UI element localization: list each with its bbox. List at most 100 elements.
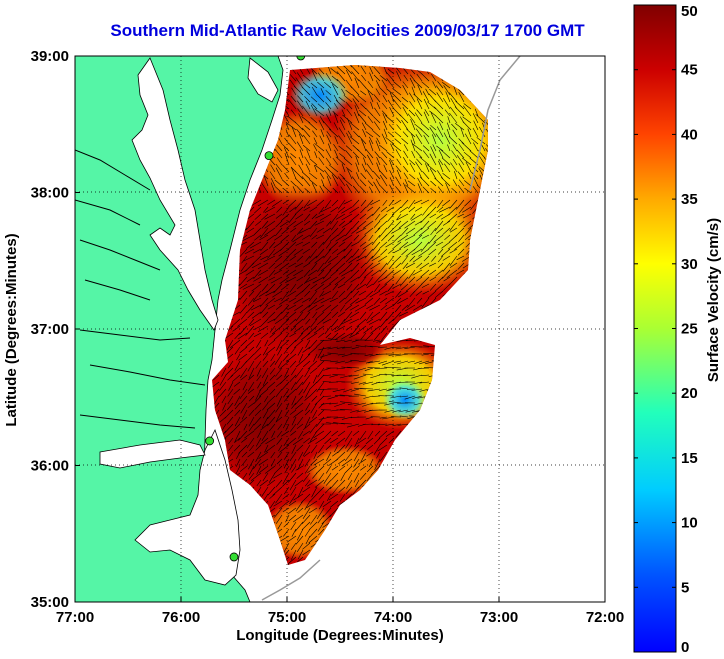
velocity-vector [408,109,416,117]
velocity-vector [333,94,339,103]
velocity-vector [407,297,416,308]
velocity-vector [364,297,374,305]
velocity-vector [409,255,416,262]
velocity-vector [393,220,402,229]
velocity-vector [277,360,283,369]
velocity-vector [301,176,311,187]
velocity-vector [328,108,332,117]
velocity-vector [312,276,325,284]
velocity-vector [421,73,430,82]
velocity-vector [297,556,304,563]
velocity-vector [267,248,276,259]
velocity-vector [297,100,304,110]
velocity-vector [310,444,318,454]
velocity-vector [304,500,311,511]
velocity-vector [255,220,262,226]
velocity-vector [302,234,311,240]
velocity-vector [297,283,304,290]
velocity-vector [318,472,325,481]
velocity-vector [305,535,311,545]
velocity-vector [392,297,402,307]
velocity-vector [371,234,381,246]
velocity-vector [435,283,444,292]
velocity-vector [339,304,346,312]
velocity-vector [268,262,276,270]
velocity-vector [351,227,360,234]
velocity-vector [389,169,395,180]
velocity-vector [227,388,234,397]
velocity-vector [259,297,269,308]
velocity-vector [417,177,423,187]
velocity-vector [281,179,290,187]
velocity-vector [360,451,367,463]
velocity-vector [325,149,332,159]
velocity-vector [354,111,360,124]
velocity-vector [239,416,248,424]
velocity-vector [335,262,346,272]
velocity-vector [462,116,472,124]
velocity-vector [448,206,458,216]
velocity-vector [346,479,353,489]
velocity-vector [330,68,339,75]
velocity-vector [393,94,402,103]
velocity-vector [288,297,297,303]
velocity-vector [314,283,325,292]
velocity-vector [240,374,248,381]
velocity-vector [323,367,332,371]
velocity-vector [336,71,346,82]
velocity-vector [304,96,311,103]
velocity-vector [349,311,360,318]
velocity-vector [264,206,276,213]
velocity-vector [262,346,269,356]
velocity-vector [288,134,297,145]
velocity-vector [289,409,297,415]
velocity-vector [359,241,367,247]
velocity-vector [297,95,304,103]
velocity-vector [287,556,297,565]
velocity-vector [440,177,451,187]
velocity-vector [212,381,220,390]
velocity-vector [379,374,388,376]
velocity-vector [284,409,290,417]
x-axis-label: Longitude (Degrees:Minutes) [236,627,444,644]
velocity-vector [338,145,346,152]
velocity-vector [338,241,346,247]
velocity-vector [267,479,276,486]
velocity-vector [413,93,423,103]
velocity-vector [298,353,304,363]
velocity-vector [358,360,367,362]
velocity-vector [434,177,444,187]
velocity-vector [366,304,374,309]
velocity-vector [358,79,367,89]
radar-station-marker [264,151,274,161]
velocity-vector [304,409,311,416]
velocity-vector [289,283,297,293]
velocity-vector [379,87,388,96]
velocity-vector [327,493,332,502]
velocity-vector [337,444,346,454]
velocity-vector [357,248,367,259]
velocity-vector [259,465,269,473]
velocity-vector [234,430,241,443]
velocity-vector [399,269,409,279]
velocity-vector [336,66,346,75]
velocity-vector [305,100,311,110]
velocity-vector [281,227,290,235]
velocity-vector [413,199,423,204]
velocity-vector [312,472,318,479]
velocity-vector [283,346,290,355]
velocity-vector [457,171,465,180]
velocity-vector [437,186,444,194]
velocity-vector [401,119,409,131]
velocity-vector [375,381,388,384]
velocity-vector [385,297,395,305]
velocity-vector [395,276,402,285]
velocity-vector [303,437,311,444]
velocity-vector [421,304,430,310]
velocity-vector [275,479,283,488]
velocity-vector [286,269,297,277]
velocity-vector [267,199,276,205]
velocity-vector [360,262,367,269]
velocity-vector [294,395,304,406]
velocity-vector [344,465,353,474]
